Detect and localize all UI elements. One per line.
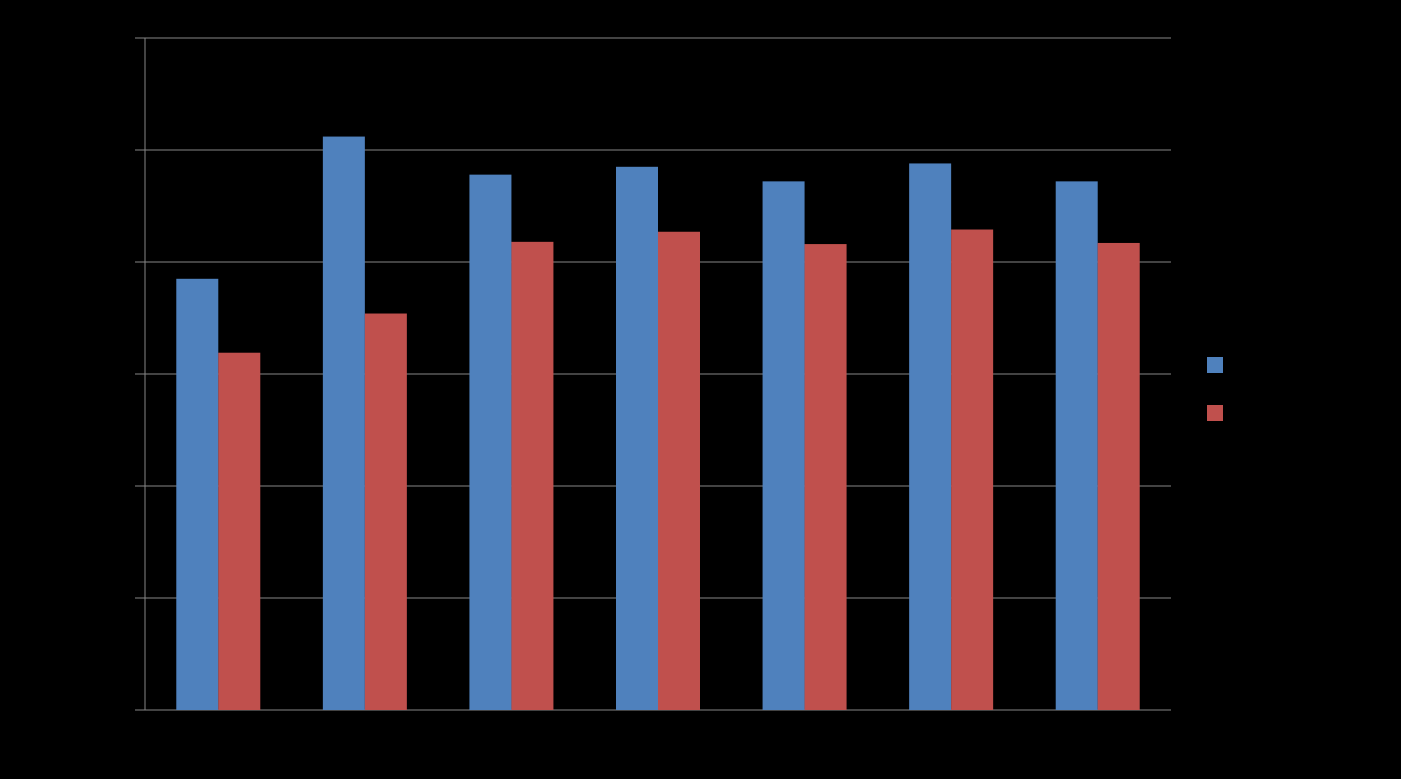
bar <box>909 163 952 710</box>
bar <box>762 181 805 711</box>
legend-swatch <box>1207 405 1223 421</box>
bar <box>616 166 658 711</box>
bar <box>1097 242 1140 710</box>
bar <box>804 244 847 710</box>
bar <box>951 229 994 710</box>
bar <box>322 136 365 710</box>
bar <box>658 231 700 710</box>
bar <box>218 352 261 710</box>
bar <box>176 278 219 710</box>
bar <box>364 313 407 710</box>
bar <box>1055 181 1098 711</box>
legend-swatch <box>1207 357 1223 373</box>
bar <box>469 174 512 710</box>
bar <box>511 241 554 710</box>
